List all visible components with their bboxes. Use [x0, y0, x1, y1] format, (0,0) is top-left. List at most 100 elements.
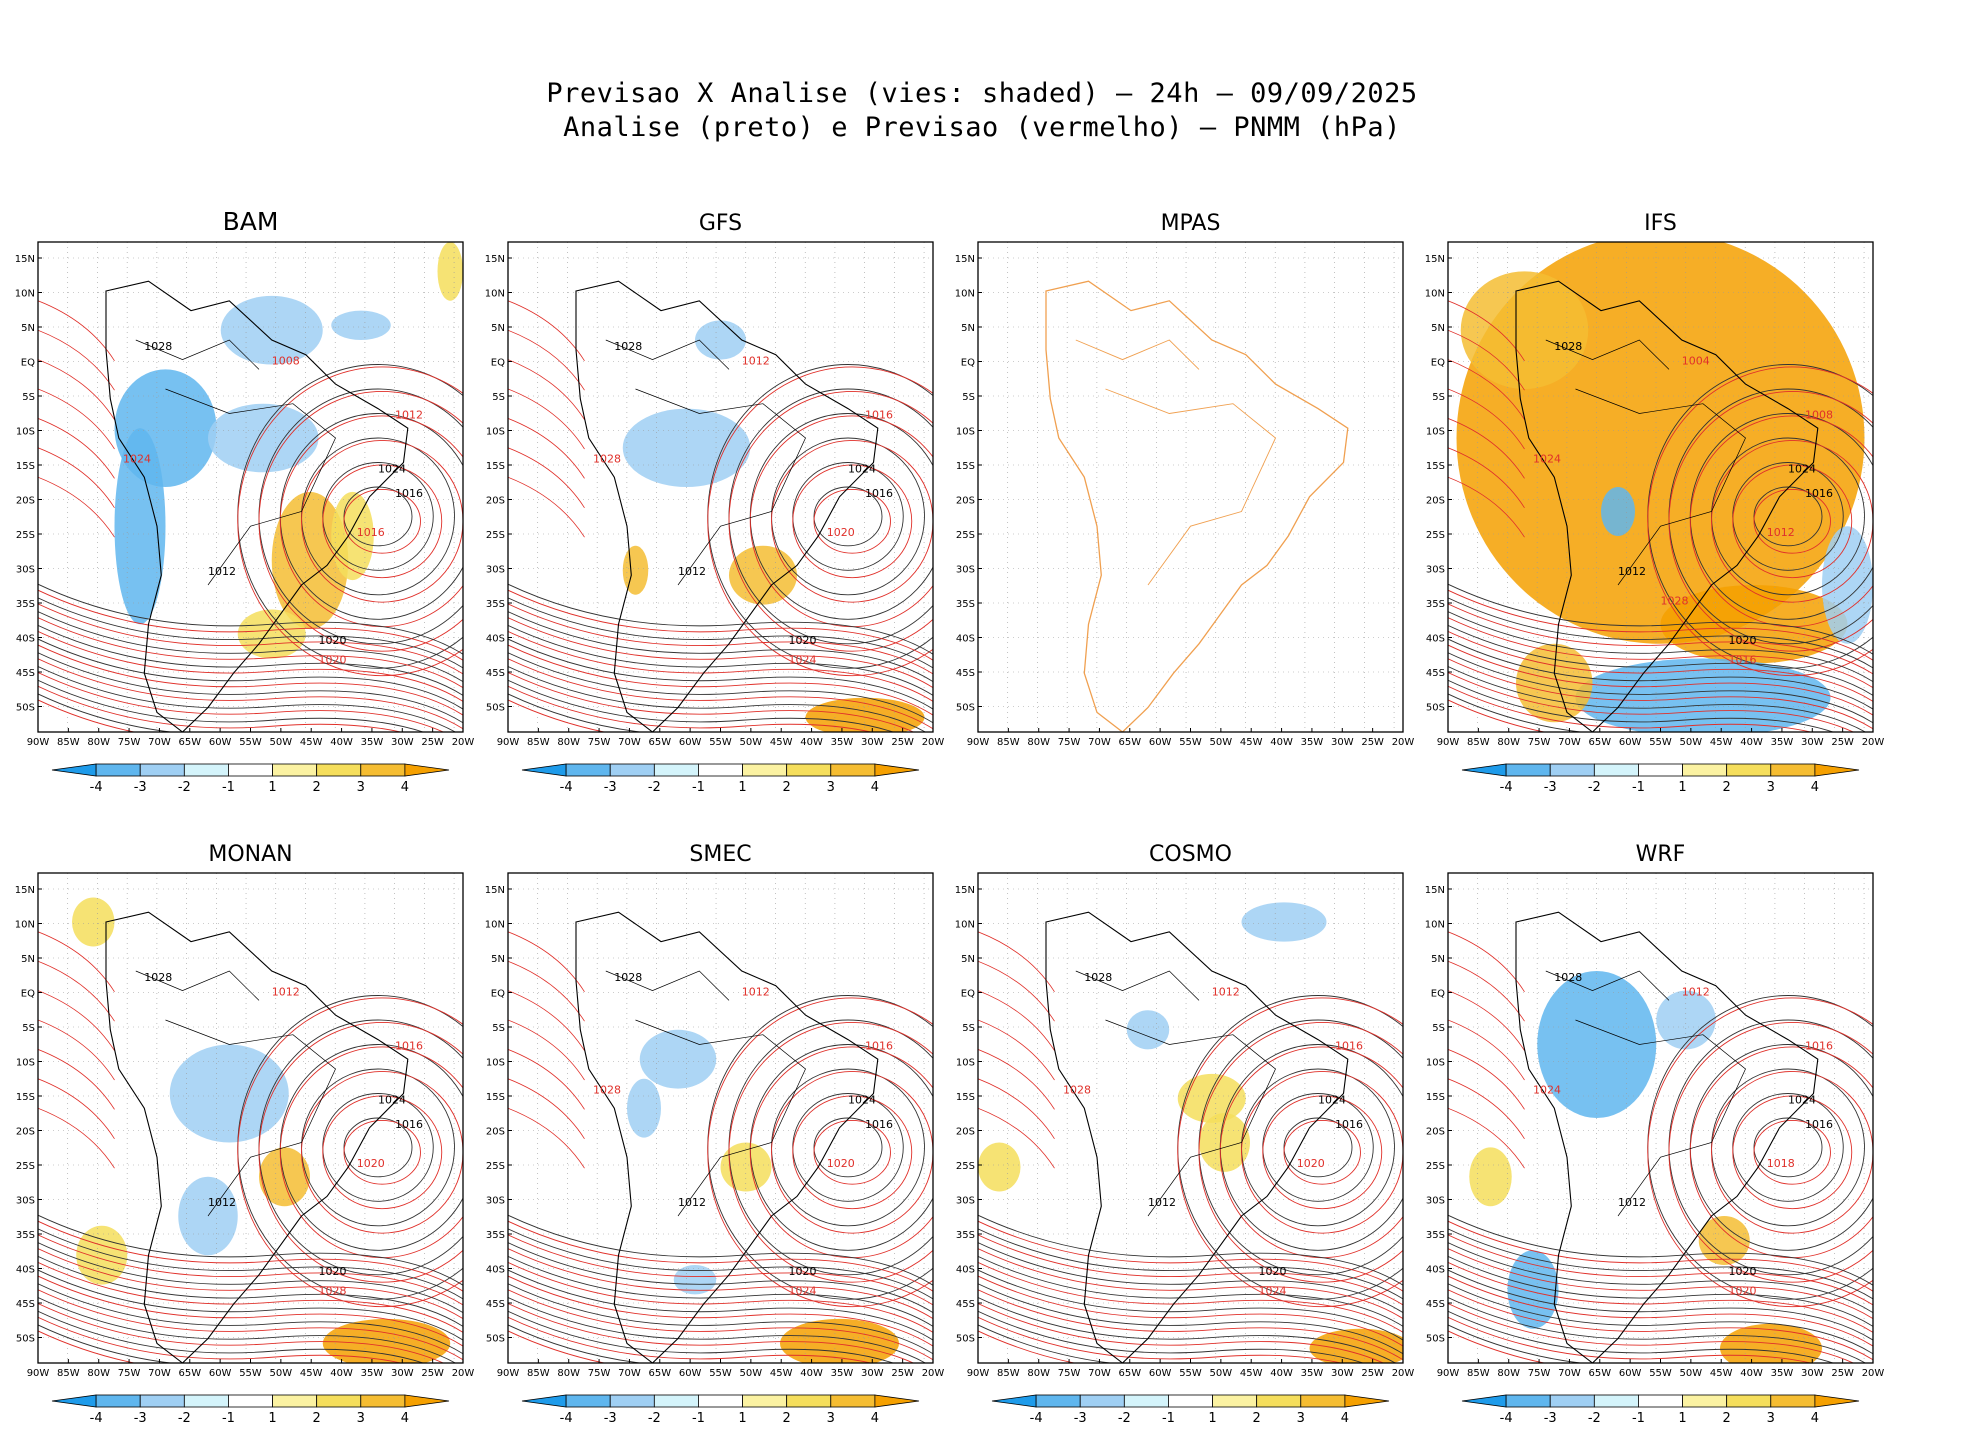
colorbar-swatch [51, 763, 97, 777]
colorbar-swatch [1682, 1394, 1728, 1408]
colorbar-label: -1 [1632, 1411, 1645, 1426]
colorbar-swatch [1770, 1394, 1816, 1408]
contour-label: 1024 [789, 1284, 817, 1297]
colorbar-label: -3 [1074, 1411, 1087, 1426]
lat-tick-label: 50S [486, 1334, 505, 1345]
map-background [508, 242, 933, 732]
lat-tick-label: 30S [16, 565, 35, 576]
map-area: 1016 1020 1024 1028 1012 1012 1016 1020 1024 1028 [978, 873, 1403, 1363]
colorbar-label: -1 [692, 1411, 705, 1426]
analysis-isobar [1448, 1269, 1873, 1341]
colorbar-swatch [1814, 763, 1860, 777]
contour-label: 1024 [1259, 1284, 1287, 1297]
colorbar-swatch [521, 1394, 567, 1408]
lat-tick-label: 45S [16, 1299, 35, 1310]
contour-label: 1012 [1618, 565, 1646, 578]
lat-tick-label: 10S [1426, 1058, 1445, 1069]
lat-tick-label: EQ [21, 358, 35, 369]
bias-shade [1460, 271, 1589, 390]
colorbar-swatch [1344, 1394, 1390, 1408]
forecast-isobar [978, 1234, 1403, 1306]
forecast-isobar [1647, 366, 1873, 677]
bias-shade [1309, 1328, 1403, 1363]
forecast-isobar [1177, 997, 1403, 1308]
analysis-isobar [508, 1228, 933, 1300]
lon-tick-label: 20W [452, 1368, 475, 1379]
lat-tick-label: 15N [15, 885, 35, 896]
map-frame [1447, 241, 1874, 733]
analysis-isobar [1689, 1044, 1873, 1251]
forecast-isobar [301, 440, 463, 603]
lat-tick-label: 10N [955, 289, 975, 300]
forecast-isobar [38, 1078, 115, 1140]
analysis-isobar [978, 1255, 1403, 1327]
analysis-isobar [1283, 1117, 1353, 1178]
forecast-isobar [1448, 1303, 1855, 1363]
contour-label: 1024 [848, 1093, 876, 1106]
analysis-isobar [978, 1269, 1403, 1341]
lat-tick-label: 25S [1426, 530, 1445, 541]
analysis-isobar [1448, 652, 1873, 724]
analysis-isobar [1262, 1093, 1374, 1202]
lat-tick-label: 40S [16, 1265, 35, 1276]
analysis-isobar [38, 1283, 463, 1355]
forecast-isobar [508, 359, 585, 420]
colorbar-swatch [316, 763, 362, 777]
map-background [1448, 242, 1873, 732]
forecast-isobar [38, 1289, 463, 1361]
country-border [605, 339, 730, 370]
lon-tick-label: 50W [270, 737, 293, 748]
lat-tick-label: 20S [16, 1127, 35, 1138]
forecast-isobar [1448, 329, 1525, 391]
analysis-isobar [707, 364, 933, 669]
contour-label: 1012 [1767, 526, 1795, 539]
forecast-isobar [279, 415, 463, 628]
contour-label: 1012 [678, 565, 706, 578]
lon-tick-label: 45W [770, 737, 793, 748]
bias-shade [673, 1265, 717, 1295]
colorbar-swatch [874, 763, 920, 777]
lon-tick-label: 35W [1301, 1368, 1324, 1379]
colorbar-swatch [521, 763, 567, 777]
forecast-isobar [38, 1275, 463, 1347]
lat-tick-label: 5S [492, 392, 505, 403]
bias-shade [1126, 1010, 1170, 1050]
analysis-isobar [1668, 1019, 1873, 1276]
lon-tick-label: 40W [330, 1368, 353, 1379]
analysis-isobar [1177, 995, 1403, 1300]
forecast-isobar [1448, 960, 1525, 1022]
forecast-isobar [38, 300, 115, 362]
forecast-isobar [508, 644, 933, 716]
forecast-isobar [1198, 1022, 1403, 1283]
bias-shade [1575, 658, 1831, 732]
colorbar-label: -1 [1162, 1411, 1175, 1426]
map-frame [507, 241, 934, 733]
lat-tick-label: 5S [962, 392, 975, 403]
lon-tick-label: 35W [831, 737, 854, 748]
lat-tick-label: 5N [491, 954, 505, 965]
colorbar-swatch [1682, 763, 1728, 777]
colorbar-label: -3 [1544, 1411, 1557, 1426]
analysis-isobar [1448, 1255, 1873, 1327]
panel-title: GFS [699, 211, 742, 236]
lat-tick-label: 10S [1426, 427, 1445, 438]
lat-tick-label: 50S [956, 1334, 975, 1345]
colorbar-swatch [1168, 1394, 1213, 1408]
forecast-isobar [508, 418, 585, 479]
lon-tick-label: 80W [557, 1368, 580, 1379]
analysis-isobar [38, 1214, 463, 1286]
forecast-isobar [978, 1316, 1343, 1363]
lat-tick-label: 10S [956, 1058, 975, 1069]
lat-tick-label: 15N [1425, 885, 1445, 896]
contour-label: 1020 [319, 634, 347, 647]
forecast-isobar [508, 931, 585, 993]
colorbar-swatch [653, 763, 699, 777]
country-border [1545, 970, 1670, 1001]
map-background [38, 242, 463, 732]
bias-shade [1516, 643, 1593, 723]
analysis-isobar [1647, 995, 1873, 1300]
country-border [165, 388, 336, 586]
analysis-isobar [508, 1214, 933, 1286]
forecast-isobar [38, 1261, 463, 1333]
